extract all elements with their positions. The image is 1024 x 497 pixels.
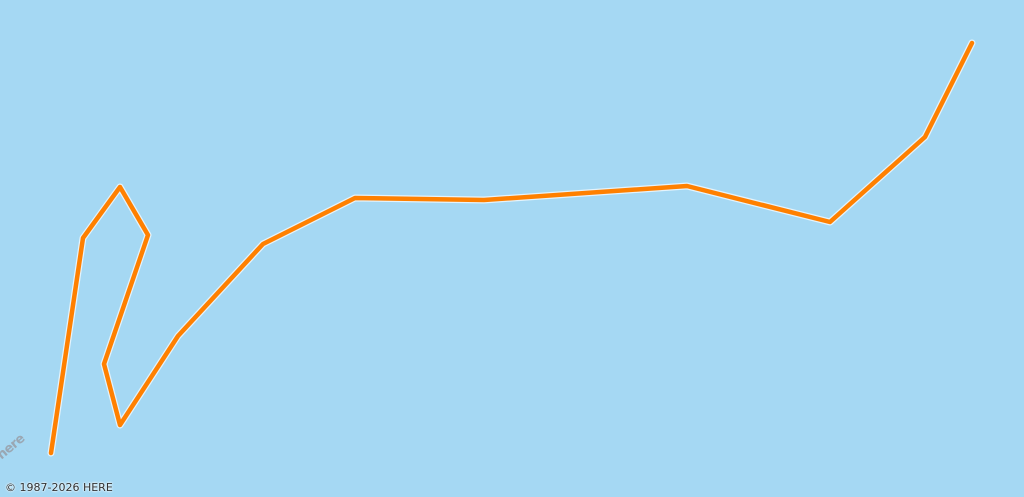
copyright-notice: © 1987-2026 HERE	[5, 481, 113, 494]
route-line	[48, 40, 975, 456]
route-outline	[47, 39, 976, 457]
